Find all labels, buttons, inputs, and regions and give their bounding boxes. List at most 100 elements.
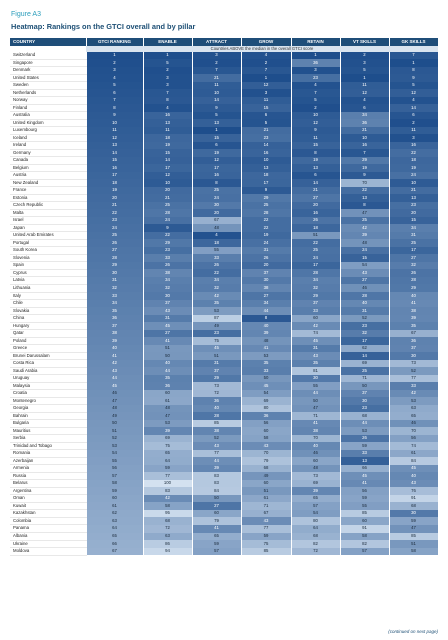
- rank-cell-grow: 70: [241, 449, 292, 458]
- country-name-cell: Spain: [10, 261, 87, 270]
- rank-cell-vt-skills: 23: [340, 322, 390, 330]
- rank-cell-vt-skills: 43: [340, 269, 390, 277]
- rank-cell-gk-skills: 32: [389, 261, 439, 270]
- rank-cell-gtci-ranking: 15: [86, 156, 144, 165]
- rank-cell-retain: 17: [291, 261, 341, 270]
- rank-cell-retain: 44: [291, 389, 341, 398]
- rank-cell-grow: 28: [241, 209, 292, 217]
- rank-cell-enable: 25: [143, 201, 193, 210]
- rank-cell-grow: 20: [241, 261, 292, 270]
- rank-cell-gtci-ranking: 3: [86, 66, 144, 75]
- rank-cell-attract: 31: [192, 359, 242, 368]
- rank-cell-gtci-ranking: 2: [86, 59, 144, 67]
- rank-cell-attract: 26: [192, 261, 242, 270]
- rank-cell-vt-skills: 58: [340, 532, 390, 541]
- rank-cell-retain: 80: [291, 517, 341, 525]
- rank-cell-grow: 41: [241, 344, 292, 353]
- country-name-cell: Albania: [10, 532, 87, 541]
- figure-title: Heatmap: Rankings on the GTCI overall an…: [11, 22, 196, 31]
- table-row: Lithuania 32 32 32 38 32 46 29: [10, 284, 439, 293]
- country-name-cell: Romania: [10, 449, 87, 458]
- rank-cell-vt-skills: 40: [340, 299, 390, 308]
- rank-cell-vt-skills: 17: [340, 337, 390, 345]
- rank-cell-attract: 12: [192, 156, 242, 165]
- rank-cell-gtci-ranking: 38: [86, 329, 144, 338]
- rank-cell-attract: 7: [192, 66, 242, 75]
- country-name-cell: Slovenia: [10, 254, 87, 263]
- rank-cell-gtci-ranking: 25: [86, 231, 144, 240]
- rank-cell-gk-skills: 19: [389, 164, 439, 172]
- rank-cell-retain: 32: [291, 284, 341, 292]
- rank-cell-retain: 25: [291, 246, 341, 255]
- column-header-vt-skills: VT SKILLS: [340, 38, 390, 46]
- rank-cell-grow: 22: [241, 216, 292, 225]
- rank-cell-grow: 85: [241, 547, 292, 556]
- rank-cell-enable: 41: [143, 337, 193, 345]
- rank-cell-grow: 12: [241, 81, 292, 90]
- rank-cell-attract: 39: [192, 464, 242, 473]
- table-row: Iceland 12 18 15 23 11 10 3: [10, 134, 439, 143]
- country-name-cell: Azerbaijan: [10, 457, 87, 466]
- rank-cell-vt-skills: 13: [340, 194, 390, 202]
- country-name-cell: Cyprus: [10, 269, 87, 278]
- table-row: Bulgaria 50 53 85 56 41 44 46: [10, 419, 439, 428]
- rank-cell-gk-skills: 14: [389, 104, 439, 112]
- country-name-cell: Slovakia: [10, 307, 87, 316]
- rank-cell-enable: 83: [143, 487, 193, 495]
- table-subheader-row: Countries ABOVE the median in the overal…: [10, 46, 438, 52]
- rank-cell-vt-skills: 66: [340, 464, 390, 473]
- rank-cell-attract: 50: [192, 494, 242, 503]
- rank-cell-gk-skills: 11: [389, 126, 439, 135]
- rank-cell-gk-skills: 59: [389, 517, 439, 525]
- rank-cell-attract: 72: [192, 389, 242, 398]
- rank-cell-gk-skills: 85: [389, 532, 439, 541]
- rank-cell-enable: 17: [143, 164, 193, 172]
- rank-cell-gtci-ranking: 45: [86, 382, 144, 390]
- rank-cell-enable: 39: [143, 427, 193, 435]
- table-row: Chile 34 37 35 34 37 40 41: [10, 299, 439, 308]
- rank-cell-gtci-ranking: 50: [86, 419, 144, 428]
- rank-cell-gtci-ranking: 6: [86, 89, 144, 97]
- rank-cell-enable: 94: [143, 547, 193, 556]
- rank-cell-retain: 60: [291, 314, 341, 323]
- country-name-cell: Netherlands: [10, 89, 87, 98]
- rank-cell-enable: 47: [143, 412, 193, 420]
- rank-cell-retain: 46: [291, 449, 341, 458]
- rank-cell-retain: 57: [291, 502, 341, 510]
- rank-cell-gk-skills: 28: [389, 276, 439, 285]
- rank-cell-grow: 18: [241, 171, 292, 180]
- rank-cell-enable: 44: [143, 367, 193, 375]
- country-name-cell: Canada: [10, 156, 87, 165]
- rank-cell-enable: 3: [143, 74, 193, 82]
- rank-cell-attract: 17: [192, 164, 242, 172]
- rank-cell-gk-skills: 47: [389, 524, 439, 533]
- rank-cell-vt-skills: 85: [340, 509, 390, 518]
- table-row: Netherlands 6 7 10 3 7 12 12: [10, 89, 439, 98]
- rank-cell-grow: 27: [241, 292, 292, 300]
- rank-cell-retain: 9: [291, 126, 341, 135]
- country-name-cell: Panama: [10, 524, 87, 533]
- rank-cell-enable: 15: [143, 149, 193, 157]
- rank-cell-vt-skills: 14: [340, 352, 390, 360]
- rank-cell-attract: 65: [192, 532, 242, 541]
- rank-cell-enable: 51: [143, 344, 193, 353]
- rank-cell-vt-skills: 4: [340, 96, 390, 105]
- table-row: Kuwait 61 58 27 71 57 55 68: [10, 502, 439, 511]
- rank-cell-retain: 45: [291, 337, 341, 345]
- country-name-cell: Serbia: [10, 434, 87, 443]
- rank-cell-attract: 59: [192, 540, 242, 548]
- rank-cell-attract: 21: [192, 74, 242, 82]
- rank-cell-attract: 11: [192, 81, 242, 90]
- rank-cell-gtci-ranking: 53: [86, 442, 144, 450]
- rank-cell-gtci-ranking: 14: [86, 149, 144, 157]
- rank-cell-enable: 7: [143, 89, 193, 97]
- rank-cell-gtci-ranking: 26: [86, 239, 144, 247]
- rank-cell-vt-skills: 44: [340, 419, 390, 428]
- country-name-cell: Sweden: [10, 81, 87, 90]
- country-name-cell: Armenia: [10, 464, 87, 473]
- country-name-cell: Switzerland: [10, 52, 87, 60]
- rank-cell-retain: 42: [291, 322, 341, 330]
- rank-cell-attract: 53: [192, 307, 242, 315]
- rank-cell-attract: 19: [192, 149, 242, 157]
- rank-cell-attract: 32: [192, 284, 242, 292]
